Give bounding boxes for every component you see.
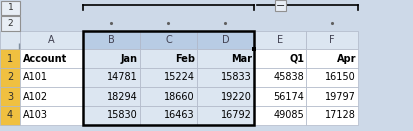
Text: D: D [222,35,229,45]
Bar [252,47,256,51]
Bar [20,49,83,68]
Bar [20,68,83,87]
Text: 16150: 16150 [325,72,356,83]
Text: Account: Account [23,53,67,64]
Text: Jan: Jan [121,53,138,64]
Bar [254,68,306,87]
Text: 14781: 14781 [107,72,138,83]
Bar [140,87,197,106]
Bar [254,106,306,125]
Bar [197,87,254,106]
Text: B: B [108,35,115,45]
Bar [83,106,140,125]
Text: 15830: 15830 [107,111,138,121]
Text: 16463: 16463 [164,111,195,121]
Bar [306,68,358,87]
Text: Q1: Q1 [289,53,304,64]
Bar [83,87,140,106]
Bar [0,0,413,31]
Text: A101: A101 [23,72,48,83]
Bar [197,49,254,68]
Text: A102: A102 [23,91,48,102]
Bar [1,16,20,31]
Bar [83,68,140,87]
Text: 19220: 19220 [221,91,252,102]
Text: E: E [277,35,283,45]
Text: 4: 4 [7,111,13,121]
Bar [140,68,197,87]
Text: 19797: 19797 [325,91,356,102]
Bar [83,31,254,125]
Bar [20,31,83,49]
Text: 15224: 15224 [164,72,195,83]
Text: Apr: Apr [337,53,356,64]
Text: Feb: Feb [175,53,195,64]
Bar [20,87,83,106]
Text: 17128: 17128 [325,111,356,121]
Bar [140,106,197,125]
Bar [0,68,20,87]
Text: C: C [165,35,172,45]
Text: 18294: 18294 [107,91,138,102]
Bar [0,106,20,125]
Text: Mar: Mar [231,53,252,64]
Text: 45838: 45838 [273,72,304,83]
Bar [306,31,358,49]
Bar [306,49,358,68]
Bar [254,31,306,49]
Text: 2: 2 [7,72,13,83]
Text: A103: A103 [23,111,48,121]
Bar [140,49,197,68]
Text: A: A [48,35,55,45]
Text: 2: 2 [8,19,13,28]
Bar [0,87,20,106]
Bar [254,87,306,106]
Text: 1: 1 [7,4,13,12]
Bar [197,68,254,87]
Text: 49085: 49085 [273,111,304,121]
Text: −: − [276,1,285,10]
Text: 3: 3 [7,91,13,102]
Text: F: F [329,35,335,45]
Text: 16792: 16792 [221,111,252,121]
Bar [197,31,254,49]
Bar [83,49,140,68]
Bar [83,31,140,49]
Text: 56174: 56174 [273,91,304,102]
Bar [306,106,358,125]
Bar [0,31,20,49]
Bar [306,87,358,106]
Text: 18660: 18660 [164,91,195,102]
Text: 1: 1 [7,53,13,64]
Text: 15833: 15833 [221,72,252,83]
Bar [140,31,197,49]
Bar [275,0,286,11]
Bar [197,106,254,125]
Bar [20,106,83,125]
Bar [1,1,20,15]
Bar [254,49,306,68]
Bar [0,49,20,68]
